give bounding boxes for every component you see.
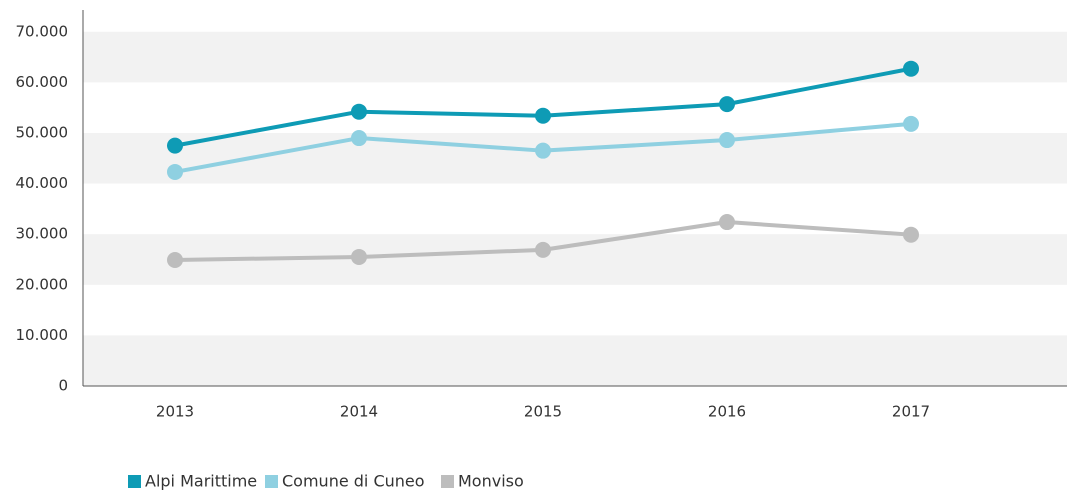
point <box>167 137 183 154</box>
x-tick-label: 2015 <box>524 403 562 421</box>
legend-label: Monviso <box>458 472 524 490</box>
grid-band <box>83 335 1067 386</box>
point <box>903 226 919 243</box>
x-tick-label: 2016 <box>708 403 746 421</box>
grid-band <box>83 31 1067 83</box>
point <box>719 96 735 113</box>
point <box>903 115 919 132</box>
legend-swatch <box>128 475 141 488</box>
y-tick-label: 30.000 <box>16 225 69 243</box>
y-tick-label: 0 <box>58 377 68 395</box>
x-tick-label: 2014 <box>340 403 378 421</box>
legend-label: Alpi Marittime <box>145 472 257 490</box>
grid-band <box>83 132 1067 184</box>
point <box>535 107 551 124</box>
point <box>167 251 183 268</box>
x-tick-label: 2017 <box>892 403 930 421</box>
point <box>535 142 551 159</box>
point <box>167 163 183 180</box>
y-tick-label: 50.000 <box>16 123 69 141</box>
x-tick-label: 2013 <box>156 403 194 421</box>
y-tick-label: 60.000 <box>16 73 69 91</box>
point <box>351 248 367 265</box>
point <box>719 214 735 231</box>
y-tick-label: 70.000 <box>16 22 69 40</box>
point <box>535 241 551 258</box>
point <box>351 130 367 147</box>
point <box>719 132 735 149</box>
legend-label: Comune di Cuneo <box>282 472 425 490</box>
legend-swatch <box>441 475 454 488</box>
legend-swatch <box>265 475 278 488</box>
y-tick-label: 10.000 <box>16 326 69 344</box>
point <box>903 60 919 77</box>
y-tick-label: 40.000 <box>16 174 69 192</box>
point <box>351 103 367 120</box>
y-tick-label: 20.000 <box>16 275 69 293</box>
